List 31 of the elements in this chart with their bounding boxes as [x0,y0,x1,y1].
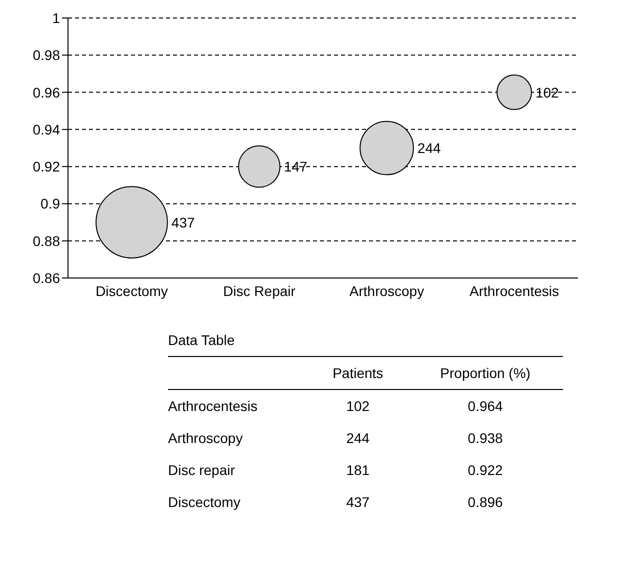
text: Proportion (%) [439,364,532,383]
y-tick-label: 0.96 [32,84,60,100]
y-tick-label: 0.86 [32,270,60,286]
y-tick-label: 0.98 [32,47,60,64]
text: Patients [332,364,384,383]
data-label: 244 [345,429,371,448]
data-label: 0.938 [466,429,504,448]
x-tick-label: Arthroscopy [349,282,424,299]
y-tick-label: 0.9 [40,196,60,212]
data-label: 437 [345,493,371,512]
x-tick-label: Disc Repair [223,282,296,299]
data-label: 244 [417,140,441,156]
category-label: Arthrocentesis [168,397,258,416]
data-label: 147 [284,158,308,175]
y-tick-label: 0.88 [32,232,60,249]
x-tick-label: Discectomy [96,282,168,299]
data-label: 0.964 [466,397,504,416]
category-label: Arthroscopy [168,429,244,448]
y-tick-label: 1 [52,10,60,26]
category-label: Discectomy [168,493,242,512]
text: Data Table [168,331,236,350]
x-tick-label: Arthrocentesis [470,282,559,299]
category-label: Disc repair [168,461,236,480]
y-tick-label: 0.94 [32,121,60,138]
data-label: 102 [535,84,560,100]
data-label: 181 [345,461,371,480]
data-label: 437 [171,214,196,230]
data-label: 0.922 [466,461,504,480]
data-label: 0.896 [466,493,504,512]
y-tick-label: 0.92 [32,158,60,175]
data-label: 102 [345,397,371,416]
